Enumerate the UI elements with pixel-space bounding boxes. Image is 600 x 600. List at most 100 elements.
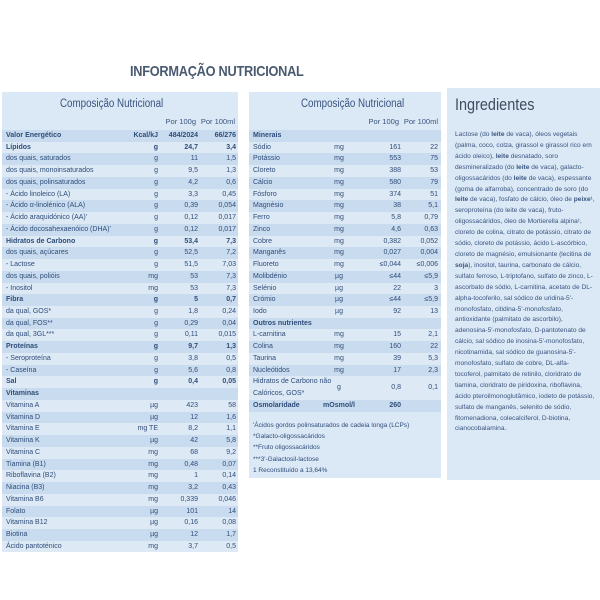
row-label: Proteínas — [6, 343, 38, 351]
table-row: dos quais, polinsaturados g 4,2 0,6 — [2, 176, 238, 189]
value-per-100g: 51,5 — [184, 261, 198, 269]
value-per-100g: 11 — [190, 155, 198, 163]
row-label: dos quais, açúcares — [6, 249, 69, 257]
value-per-100g: 0,11 — [184, 331, 198, 339]
row-unit: mg — [334, 202, 344, 210]
value-per-100g: 3,7 — [188, 542, 198, 550]
table-row: - Caseína g 5,6 0,8 — [2, 364, 238, 377]
value-per-100ml: 0,79 — [424, 214, 438, 222]
row-unit: g — [154, 155, 158, 163]
row-unit: mg — [148, 284, 158, 292]
value-per-100g: 0,4 — [188, 378, 198, 386]
value-per-100ml: 0,07 — [222, 460, 236, 468]
row-label: - Ácido α-linolénico (ALA) — [6, 202, 86, 210]
value-per-100ml: 0,24 — [222, 308, 236, 316]
row-label: Sódio — [253, 143, 271, 151]
value-per-100g: 9,7 — [188, 343, 198, 351]
value-per-100g: 0,8 — [391, 384, 401, 392]
row-unit: µg — [150, 437, 158, 445]
row-label: Niacina (B3) — [6, 484, 45, 492]
value-per-100ml: 0,5 — [226, 354, 236, 362]
table-row: Nucleótidos mg 17 2,3 — [249, 364, 441, 377]
table-row: Colina mg 160 22 — [249, 341, 441, 353]
value-per-100g: 3,3 — [188, 190, 198, 198]
nutrition-table-left: Composição Nutricional Por 100g Por 100m… — [2, 92, 238, 553]
value-per-100ml: 0,1 — [428, 384, 438, 392]
row-unit: µg — [335, 296, 343, 304]
row-label: Fibra — [6, 296, 24, 304]
value-per-100ml: 0,14 — [222, 472, 236, 480]
footnote: 1 Reconstituído a 13,64% — [253, 466, 328, 474]
value-per-100ml: 75 — [430, 155, 438, 163]
value-per-100ml: 0,5 — [226, 542, 236, 550]
footnote: *Galacto-oligossacáridos — [253, 433, 325, 441]
table-row: da qual, 3GL*** g 0,11 0,015 — [2, 329, 238, 342]
value-per-100ml: ≤5,9 — [424, 296, 438, 304]
row-label: Fósforo — [253, 190, 277, 198]
row-label: L-carnitina — [253, 331, 286, 339]
table-row: - Seroproteína g 3,8 0,5 — [2, 352, 238, 365]
row-unit: g — [154, 249, 158, 257]
value-per-100ml: 7,3 — [226, 284, 236, 292]
row-unit: g — [154, 202, 158, 210]
value-per-100g: 15 — [393, 331, 401, 339]
table-row: Outros nutrientes — [249, 317, 441, 330]
row-unit: g — [153, 143, 158, 151]
value-per-100g: 4,2 — [188, 178, 198, 186]
value-per-100g: 53,4 — [184, 237, 198, 245]
table-row: Hidratos de Carbono não Calóricos, GOS* g… — [249, 376, 441, 400]
row-unit: g — [154, 225, 158, 233]
value-per-100ml: 0,017 — [218, 214, 236, 222]
row-label: Selénio — [253, 284, 277, 292]
row-label: Vitamina K — [6, 437, 40, 445]
value-per-100ml: 13 — [430, 308, 438, 316]
table-row: Tiamina (B1) mg 0,48 0,07 — [2, 458, 238, 471]
table-row: L-carnitina mg 15 2,1 — [249, 329, 441, 342]
value-per-100g: 0,29 — [184, 319, 198, 327]
value-per-100ml: 5,8 — [226, 437, 236, 445]
value-per-100ml: 3,4 — [226, 143, 236, 151]
allergen-highlight: peixe — [573, 196, 591, 204]
row-unit: g — [337, 384, 341, 392]
value-per-100ml: 51 — [430, 190, 438, 198]
row-unit: g — [154, 167, 158, 175]
row-label: dos quais, polióis — [6, 272, 60, 280]
value-per-100ml: 66/276 — [214, 132, 236, 139]
value-per-100g: 92 — [393, 308, 401, 316]
table-row: Molibdénio µg ≤44 ≤5,9 — [249, 270, 441, 283]
ingredient-text: de vaca), fosfato de cálcio, óleo de — [468, 196, 574, 204]
value-per-100ml: 1,7 — [226, 530, 236, 538]
value-per-100g: 9,5 — [188, 167, 198, 175]
value-per-100g: ≤44 — [389, 272, 401, 280]
table-row: Vitamina A µg 423 58 — [2, 399, 238, 412]
table-row: da qual, FOS** g 0,29 0,04 — [2, 317, 238, 330]
row-label: Manganês — [253, 249, 286, 257]
table-row: Fósforo mg 374 51 — [249, 188, 441, 201]
value-per-100g: 580 — [389, 178, 401, 186]
table-row: Fluoreto mg ≤0,044 ≤0,006 — [249, 259, 441, 271]
table-row: Fibra g 5 0,7 — [2, 294, 238, 307]
row-label: Vitaminas — [6, 390, 39, 398]
value-per-100g: 39 — [393, 354, 401, 362]
value-per-100ml: 0,052 — [420, 237, 438, 245]
row-label: Sal — [6, 378, 17, 386]
value-per-100g: 0,39 — [184, 202, 198, 210]
table-row: Vitaminas — [2, 388, 238, 400]
nutrition-table-right: Composição Nutricional Por 100g Por 100m… — [249, 92, 441, 478]
row-unit: mg — [334, 354, 344, 362]
table-row: Vitamina D µg 12 1,6 — [2, 411, 238, 424]
row-unit: Kcal/kJ — [133, 132, 158, 139]
row-unit: mg — [148, 484, 158, 492]
row-label: Crómio — [253, 296, 276, 304]
row-unit: mg — [148, 272, 158, 280]
table-row: Vitamina K µg 42 5,8 — [2, 435, 238, 447]
value-per-100g: 3,2 — [188, 484, 198, 492]
value-per-100g: 484/2024 — [168, 132, 198, 139]
value-per-100ml: 0,08 — [222, 519, 236, 527]
value-per-100g: ≤0,044 — [379, 261, 401, 269]
value-per-100ml: 5,1 — [428, 202, 438, 210]
value-per-100g: 52,5 — [184, 249, 198, 257]
table-row: - Inositol mg 53 7,3 — [2, 282, 238, 295]
footnote: ***3'-Galactosil-lactose — [253, 455, 319, 463]
table-title: Composição Nutricional — [60, 98, 164, 110]
